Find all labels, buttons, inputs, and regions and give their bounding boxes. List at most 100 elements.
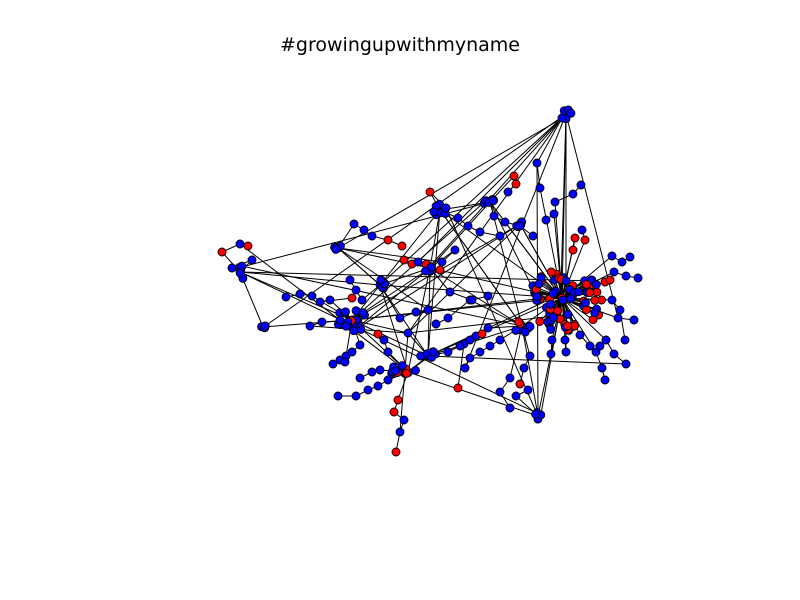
graph-node-red <box>425 187 435 197</box>
graph-node-red <box>515 379 525 389</box>
graph-node-blue <box>281 292 291 302</box>
graph-node-blue <box>525 322 535 332</box>
graph-node-blue <box>379 335 389 345</box>
graph-node-red <box>590 295 600 305</box>
graph-node-blue <box>609 267 619 277</box>
graph-node-blue <box>351 391 361 401</box>
graph-edge <box>425 113 567 272</box>
graph-node-blue <box>585 341 595 351</box>
graph-node-blue <box>525 351 535 361</box>
graph-node-blue <box>373 381 383 391</box>
graph-node-blue <box>355 373 365 383</box>
graph-node-blue <box>367 367 377 377</box>
graph-edge <box>457 343 465 389</box>
graph-node-blue <box>500 217 510 227</box>
graph-node-blue <box>437 257 447 267</box>
graph-edge <box>536 117 563 164</box>
graph-node-blue <box>331 244 341 254</box>
graph-node-red <box>435 265 445 275</box>
graph-node-blue <box>358 308 368 318</box>
graph-edge <box>351 319 429 357</box>
graph-node-blue <box>443 313 453 323</box>
graph-node-blue <box>558 295 568 305</box>
graph-edge <box>239 271 353 321</box>
graph-edge <box>241 201 491 268</box>
graph-node-blue <box>483 323 493 333</box>
graph-node-blue <box>317 317 327 327</box>
graph-node-blue <box>581 298 590 308</box>
graph-node-blue <box>495 335 505 345</box>
graph-node-red <box>570 233 580 243</box>
graph-node-blue <box>505 373 515 383</box>
graph-edge <box>407 267 431 373</box>
graph-node-blue <box>505 403 515 413</box>
graph-node-red <box>477 329 487 339</box>
graph-node-blue <box>520 327 530 337</box>
graph-node-red <box>605 275 615 285</box>
graph-edge <box>519 223 563 299</box>
graph-node-red <box>389 407 399 417</box>
graph-node-blue <box>532 158 542 168</box>
graph-node-blue <box>575 330 585 340</box>
graph-node-red <box>453 383 463 393</box>
graph-node-blue <box>235 239 245 249</box>
graph-node-blue <box>341 307 350 317</box>
graph-node-blue <box>363 385 373 395</box>
graph-node-blue <box>621 271 631 281</box>
graph-node-blue <box>503 187 513 197</box>
graph-edge <box>337 116 565 249</box>
graph-node-blue <box>561 276 571 286</box>
graph-edge <box>239 271 381 286</box>
graph-node-blue <box>445 287 455 297</box>
graph-node-blue <box>546 349 556 359</box>
graph-node-red <box>580 235 590 245</box>
graph-node-blue <box>633 273 643 283</box>
graph-node-red <box>393 395 403 405</box>
graph-edge <box>427 209 441 357</box>
graph-node-blue <box>376 275 386 285</box>
graph-node-red <box>217 247 227 257</box>
graph-node-red <box>391 447 401 457</box>
graph-node-blue <box>607 295 617 305</box>
graph-node-blue <box>247 255 257 265</box>
graph-node-blue <box>560 335 570 345</box>
graph-node-blue <box>375 365 385 375</box>
graph-edge <box>319 297 353 303</box>
graph-node-blue <box>597 363 607 373</box>
graph-node-red <box>514 317 524 327</box>
graph-node-blue <box>591 280 601 289</box>
graph-node-blue <box>561 347 571 357</box>
graph-node-blue <box>519 363 529 373</box>
graph-edge <box>353 267 431 332</box>
graph-node-red <box>373 329 383 339</box>
graph-node-blue <box>383 347 393 357</box>
graph-node-blue <box>455 341 465 351</box>
graph-edge <box>427 297 563 357</box>
graph-node-blue <box>590 308 600 318</box>
graph-node-blue <box>465 353 475 363</box>
graph-node-blue <box>601 335 611 345</box>
graph-node-blue <box>573 287 583 297</box>
graph-node-blue <box>615 305 625 315</box>
graph-edge <box>521 325 539 417</box>
graph-edge <box>353 223 521 332</box>
graph-edge <box>560 113 567 280</box>
graph-node-blue <box>260 321 270 331</box>
graph-edge <box>379 284 409 373</box>
graph-node-blue <box>335 315 345 325</box>
graph-edge <box>429 267 563 299</box>
graph-node-blue <box>357 295 367 305</box>
graph-edge <box>379 113 567 286</box>
graph-node-blue <box>395 427 405 437</box>
graph-node-red <box>383 235 393 245</box>
graph-edge <box>469 299 523 327</box>
graph-node-blue <box>485 341 495 351</box>
graph-edge <box>429 209 441 269</box>
graph-node-blue <box>235 268 245 278</box>
graph-node-blue <box>475 227 485 237</box>
graph-node-blue <box>295 289 305 299</box>
graph-node-blue <box>545 299 555 309</box>
graph-node-blue <box>576 180 586 190</box>
graph-node-blue <box>463 221 473 231</box>
